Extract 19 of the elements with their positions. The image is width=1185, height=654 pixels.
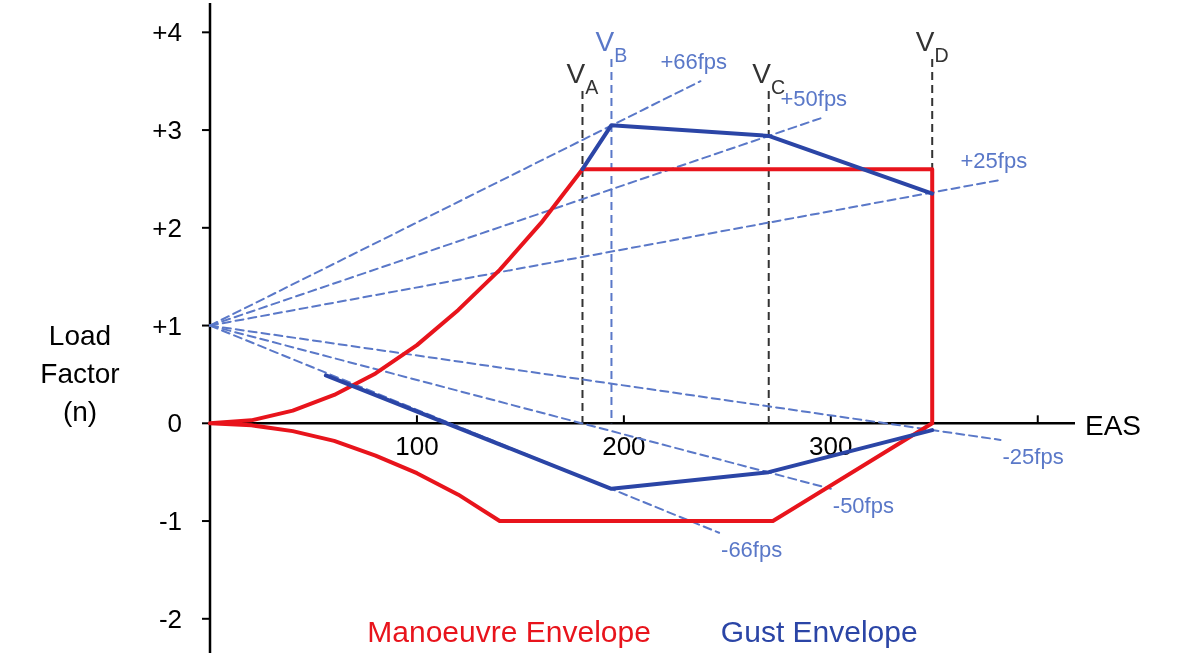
series-label: +66fps <box>660 49 728 75</box>
y-tick-label: -1 <box>158 506 182 537</box>
x-tick-label: 200 <box>602 431 646 462</box>
y-tick-label: +2 <box>152 212 182 243</box>
y-axis-title: Load Factor (n) <box>40 320 120 428</box>
text: Gust Envelope <box>720 615 918 648</box>
series-label: +25fps <box>960 147 1028 173</box>
y-tick-label: 0 <box>167 408 182 439</box>
x-axis-title: EAS <box>1085 410 1142 442</box>
y-tick-label: +4 <box>152 17 182 48</box>
series-label: -25fps <box>1002 443 1064 469</box>
y-tick-label: +3 <box>152 115 182 146</box>
y-tick-label: +1 <box>152 310 182 341</box>
x-tick-label: 100 <box>395 431 439 462</box>
series-label: -50fps <box>832 492 894 518</box>
text: Manoeuvre Envelope <box>367 615 651 648</box>
ref-line-label: V$_{D}$ <box>915 26 949 66</box>
y-tick-label: -2 <box>158 603 182 634</box>
series-label: -66fps <box>721 536 783 562</box>
